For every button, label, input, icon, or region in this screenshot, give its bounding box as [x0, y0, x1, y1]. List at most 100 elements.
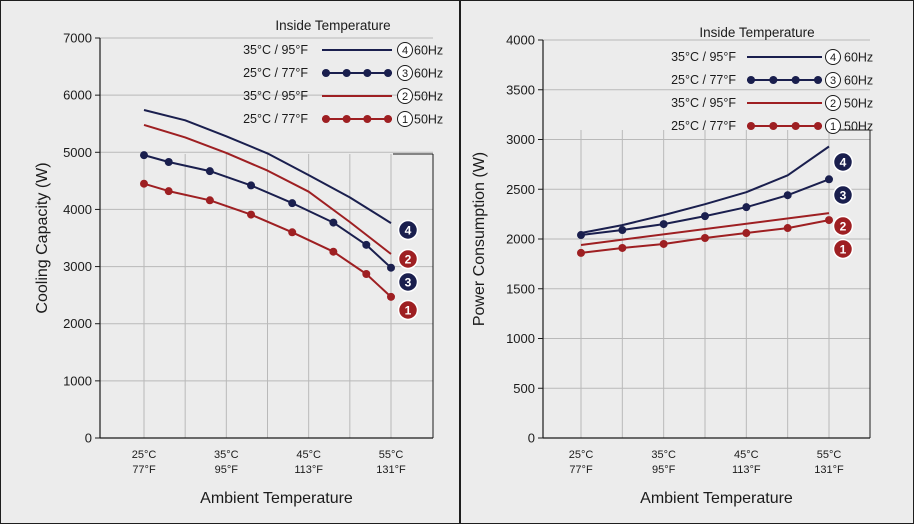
series-badge-label-4: 4 [405, 224, 412, 238]
x-axis-title: Ambient Temperature [640, 490, 793, 507]
series-point-3 [387, 263, 395, 272]
series-badge-label-2: 2 [840, 220, 847, 234]
y-tick-label: 0 [528, 431, 535, 446]
y-tick-label: 500 [513, 381, 535, 396]
legend-marker-3 [791, 76, 800, 84]
series-line-2 [143, 123, 392, 255]
legend-freq-2: 50Hz [414, 90, 443, 104]
legend-freq-4: 60Hz [844, 51, 873, 65]
legend-number-circle-4 [397, 42, 413, 58]
legend-label-3: 25°C / 77°F [671, 73, 736, 87]
series-badge-4 [832, 151, 854, 173]
series-line-4 [580, 145, 830, 234]
series-point-3 [577, 231, 585, 240]
x-tick-label-f: 113°F [732, 464, 761, 476]
legend-marker-3 [363, 69, 372, 77]
legend-freq-2: 50Hz [844, 97, 873, 111]
series-point-3 [164, 158, 173, 166]
legend-marker-1 [791, 122, 800, 130]
series-badge-4 [397, 219, 419, 241]
legend-marker-3 [747, 76, 755, 84]
legend-number-3: 3 [830, 75, 836, 87]
series-badge-label-1: 1 [405, 304, 412, 318]
series-line-1 [143, 182, 392, 298]
y-tick-label: 1000 [63, 373, 92, 388]
series-point-3 [783, 191, 792, 200]
legend-number-circle-2 [825, 95, 841, 111]
series-point-3 [247, 181, 256, 190]
series-badge-2 [832, 215, 854, 237]
y-tick-label: 1000 [506, 331, 535, 346]
legend-number-circle-2 [397, 88, 413, 104]
series-point-3 [742, 203, 751, 212]
series-point-3 [701, 212, 709, 221]
legend-label-4: 35°C / 95°F [671, 50, 736, 64]
y-tick-label: 6000 [63, 88, 92, 103]
y-tick-label: 3000 [506, 132, 535, 147]
series-point-1 [701, 234, 709, 243]
y-tick-label: 2000 [63, 316, 92, 331]
legend-number-2: 2 [830, 98, 836, 110]
series-badge-2 [397, 248, 419, 270]
legend-marker-1 [363, 115, 372, 123]
legend-marker-1 [384, 115, 392, 123]
legend-number-4: 4 [402, 45, 408, 57]
legend-number-1: 1 [402, 114, 408, 126]
y-axis-title: Power Consumption (W) [471, 152, 488, 326]
x-tick-label-f: 95°F [215, 464, 239, 476]
legend-marker-1 [814, 122, 822, 130]
legend-label-1: 25°C / 77°F [243, 112, 308, 126]
legend-marker-1 [769, 122, 778, 130]
series-line-2 [580, 212, 830, 246]
series-point-1 [247, 210, 256, 219]
x-tick-label-c: 35°C [651, 449, 676, 461]
x-tick-label-f: 77°F [569, 464, 593, 476]
legend-marker-3 [342, 69, 351, 77]
legend-freq-3: 60Hz [844, 74, 873, 88]
series-point-1 [618, 243, 627, 252]
chart-panel-1: 0 1000 2000 3000 4000 5000 6000 7000 25°C 77°F 35°… [34, 18, 443, 507]
series-badge-label-3: 3 [405, 276, 412, 290]
series-point-3 [288, 199, 297, 208]
series-badge-1 [832, 238, 854, 260]
series-badge-1 [397, 299, 419, 321]
legend-number-circle-4 [825, 49, 841, 65]
series-badge-label-1: 1 [840, 243, 847, 257]
legend-number-circle-1 [397, 111, 413, 127]
legend-number-4: 4 [830, 52, 836, 64]
legend-title: Inside Temperature [275, 18, 390, 33]
legend-label-1: 25°C / 77°F [671, 119, 736, 133]
legend-number-1: 1 [830, 121, 836, 133]
y-tick-label: 4000 [63, 202, 92, 217]
panel-divider [459, 0, 461, 524]
series-point-1 [783, 224, 792, 233]
x-tick-label-f: 77°F [132, 464, 156, 476]
y-tick-label: 2000 [506, 232, 535, 247]
series-point-3 [362, 240, 371, 249]
series-point-1 [659, 239, 668, 248]
legend-freq-1: 50Hz [414, 113, 443, 127]
series-badge-label-4: 4 [840, 156, 847, 170]
series-point-3 [825, 175, 833, 184]
x-tick-label-c: 35°C [214, 449, 239, 461]
series-badge-label-2: 2 [405, 253, 412, 267]
x-tick-label-c: 55°C [379, 449, 404, 461]
legend-freq-3: 60Hz [414, 67, 443, 81]
series-point-3 [329, 218, 338, 227]
series-point-1 [825, 216, 833, 225]
series-point-1 [387, 292, 395, 301]
legend-marker-3 [769, 76, 778, 84]
x-tick-label-f: 131°F [376, 464, 406, 476]
y-tick-label: 1500 [506, 281, 535, 296]
legend-marker-1 [342, 115, 351, 123]
y-tick-label: 0 [85, 431, 92, 446]
y-tick-label: 4000 [506, 33, 535, 48]
series-point-1 [140, 179, 148, 188]
series-point-3 [205, 167, 214, 176]
legend-freq-4: 60Hz [414, 44, 443, 58]
series-badge-label-3: 3 [840, 189, 847, 203]
x-tick-label-c: 55°C [817, 449, 842, 461]
legend-number-circle-3 [397, 65, 413, 81]
legend-number-circle-3 [825, 72, 841, 88]
